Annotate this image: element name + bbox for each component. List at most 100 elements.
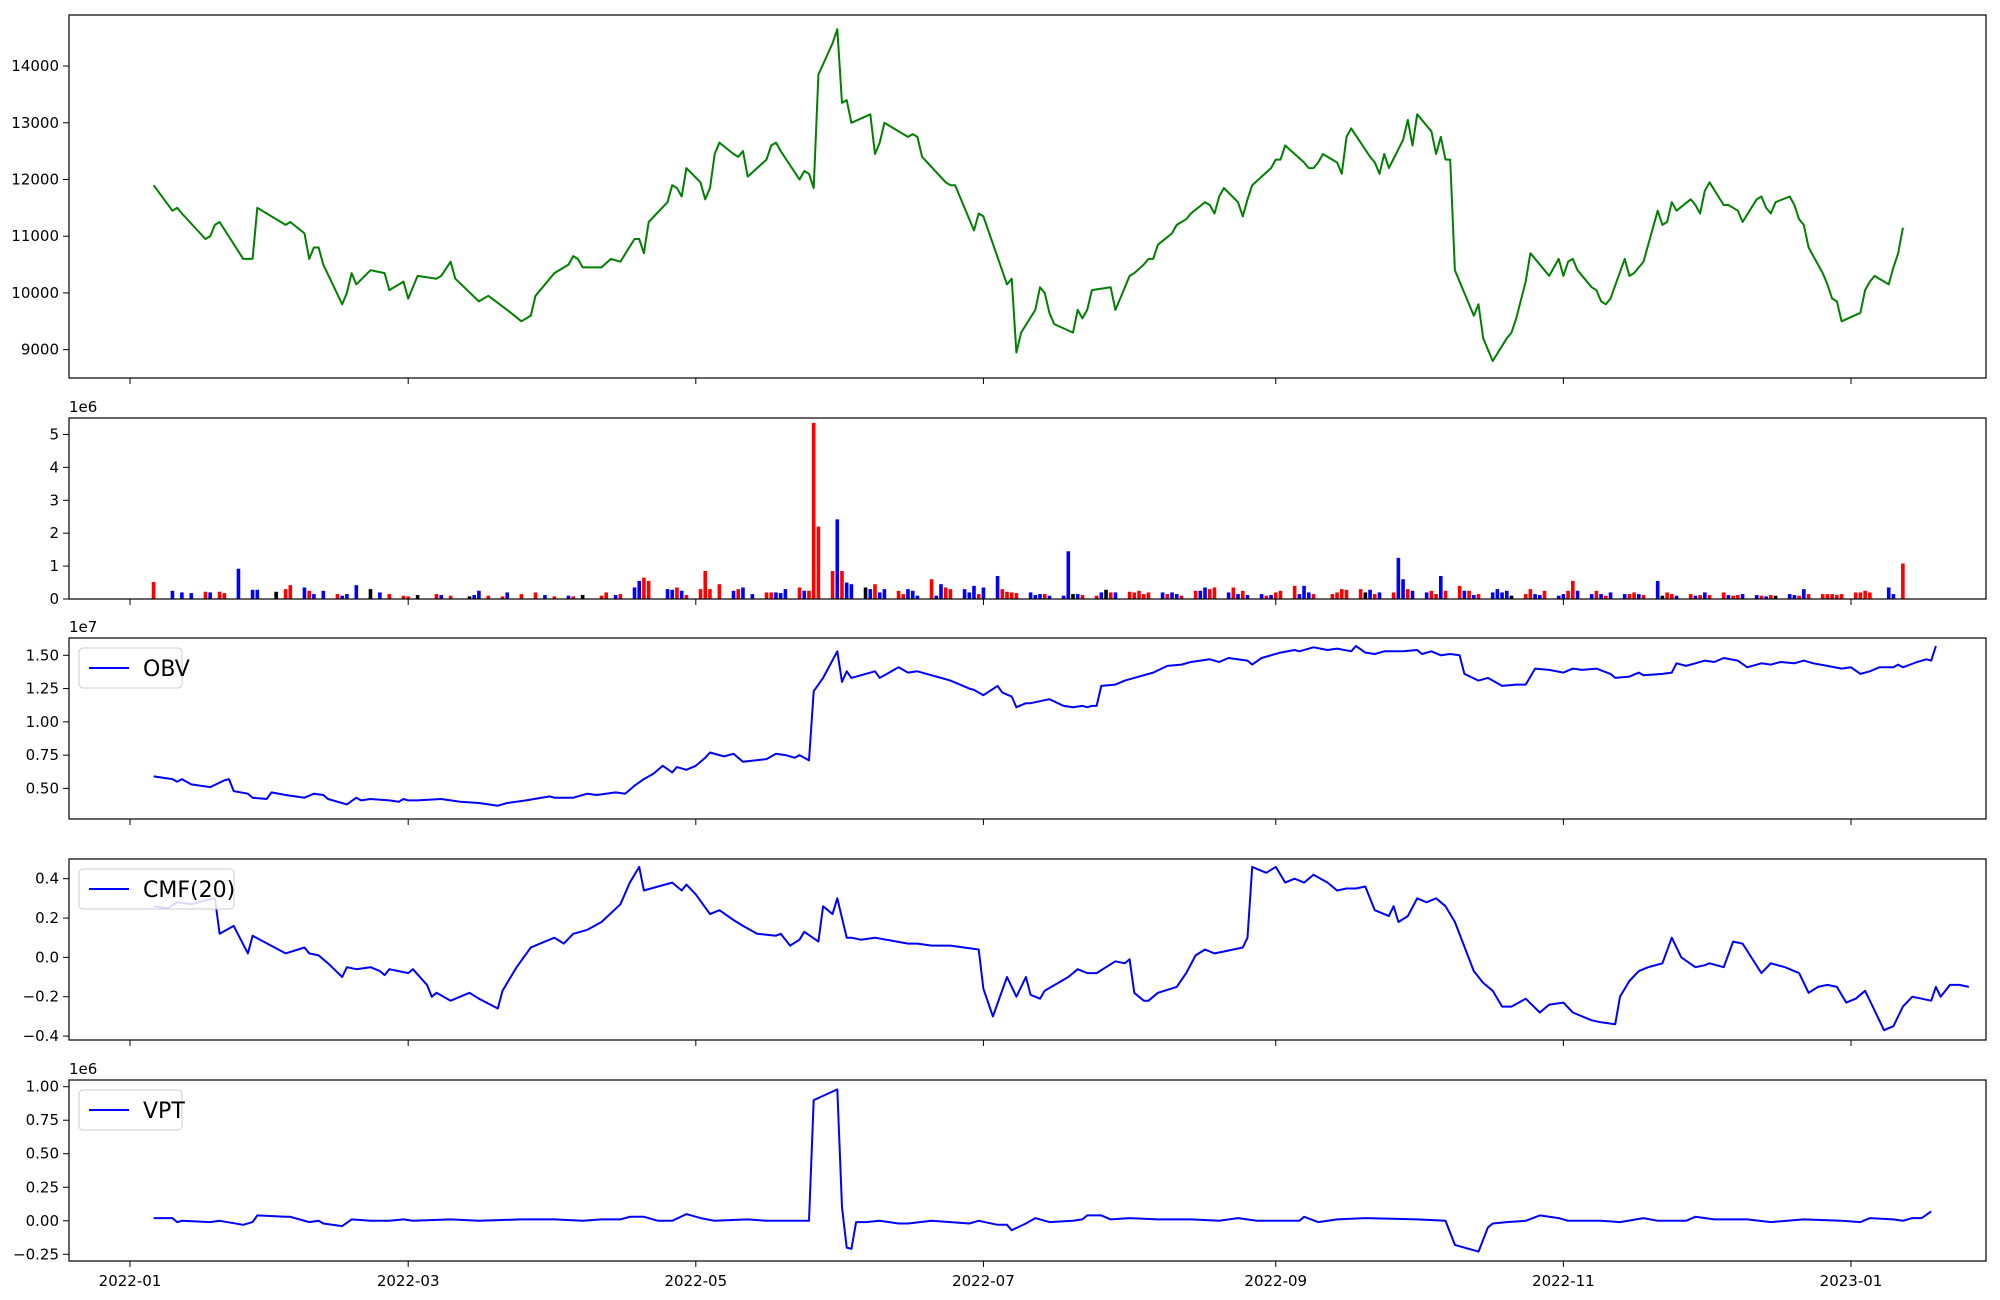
volume-bar: [1410, 590, 1415, 599]
volume-bar: [1523, 594, 1528, 599]
volume-bar: [1193, 590, 1198, 599]
volume-bar: [1339, 589, 1344, 599]
volume-bar: [844, 582, 849, 599]
price-ytick-label: 13000: [11, 114, 59, 132]
volume-bar: [1377, 592, 1382, 599]
volume-bar: [1769, 595, 1773, 599]
volume-bar: [1236, 594, 1240, 599]
volume-panel: 0 1 2 3 4 5 1e6: [49, 398, 1987, 608]
volume-bar: [1754, 595, 1759, 599]
vpt-ytick-label: 0.00: [26, 1212, 59, 1230]
volume-bar: [873, 584, 877, 599]
volume-bar: [1901, 563, 1905, 599]
volume-bar: [849, 584, 854, 599]
price-panel: 9000 10000 11000 12000 13000 14000: [11, 14, 1987, 384]
xtick-label: 2022-01: [99, 1272, 162, 1290]
volume-bar: [816, 526, 821, 599]
obv-panel: 0.50 0.75 1.00 1.25 1.50 1e7 OBV: [26, 618, 1987, 825]
volume-bar: [863, 587, 868, 599]
volume-bar: [1806, 594, 1811, 599]
volume-bar: [1528, 589, 1533, 599]
volume-axes-frame: [68, 417, 1987, 600]
xtick-label: 2022-09: [1244, 1272, 1307, 1290]
volume-bar: [1438, 575, 1443, 599]
volume-bar: [1731, 595, 1735, 599]
volume-bar: [1443, 590, 1448, 599]
cmf-axes-frame: [68, 858, 1987, 1041]
volume-bar: [1306, 592, 1311, 599]
volume-bar: [1405, 589, 1410, 599]
volume-bar: [1363, 592, 1368, 599]
volume-bar: [1599, 594, 1603, 599]
obv-ytick-label: 0.75: [26, 746, 59, 764]
volume-bar: [972, 585, 976, 599]
volume-bar: [378, 592, 382, 599]
volume-bar: [1839, 594, 1844, 599]
volume-bar: [1038, 594, 1042, 599]
volume-bar: [307, 590, 311, 599]
volume-bar: [208, 592, 212, 599]
obv-plot-area: [153, 645, 1937, 807]
volume-bar: [1146, 592, 1151, 599]
volume-bar: [477, 590, 481, 599]
volume-bar: [1141, 594, 1146, 599]
volume-bar: [1014, 593, 1019, 599]
volume-bar: [1292, 585, 1297, 599]
volume-bar: [448, 595, 453, 599]
volume-bar: [1160, 592, 1165, 599]
volume-bar: [434, 594, 439, 599]
volume-bar: [637, 580, 642, 599]
xtick-label: 2022-05: [664, 1272, 727, 1290]
volume-bar: [1538, 595, 1542, 599]
volume-bar: [335, 594, 340, 599]
volume-bar: [340, 595, 344, 599]
volume-bar: [1042, 594, 1047, 599]
volume-bar: [1198, 590, 1203, 599]
volume-bar: [472, 595, 476, 599]
volume-bar: [1726, 595, 1731, 599]
volume-bar: [1627, 594, 1632, 599]
volume-bar: [1797, 595, 1801, 599]
volume-bar: [929, 579, 934, 599]
volume-bar: [807, 590, 811, 599]
volume-bar: [1311, 594, 1316, 599]
volume-bar: [1830, 594, 1834, 599]
volume-bar: [642, 577, 646, 599]
volume-bar: [948, 589, 953, 599]
volume-bar: [1665, 592, 1669, 599]
volume-bar: [1575, 590, 1580, 599]
volume-ytick-label: 3: [49, 491, 59, 509]
volume-bar: [1033, 595, 1038, 599]
volume-bar: [797, 587, 802, 599]
volume-bar: [368, 589, 373, 599]
volume-bar: [1047, 595, 1052, 599]
volume-bar: [1137, 590, 1141, 599]
volume-bar: [613, 595, 618, 599]
volume-bar: [345, 594, 349, 599]
volume-bar: [1703, 592, 1707, 599]
volume-bar: [1561, 594, 1566, 599]
volume-bar: [1297, 594, 1302, 599]
vpt-series-line: [153, 1088, 1932, 1253]
volume-bar: [717, 584, 722, 599]
volume-bar: [910, 590, 915, 599]
volume-bar: [877, 592, 882, 599]
volume-ytick-label: 5: [49, 425, 59, 443]
obv-offset-label: 1e7: [69, 618, 97, 636]
volume-bar: [255, 589, 260, 599]
volume-bar: [180, 592, 184, 599]
volume-bar: [934, 595, 939, 599]
volume-bar: [1571, 580, 1575, 599]
volume-bar: [189, 593, 194, 599]
volume-bar: [1566, 590, 1570, 599]
vpt-legend-label: VPT: [143, 1099, 185, 1124]
volume-bar: [1212, 587, 1217, 599]
volume-bar: [1556, 595, 1561, 599]
volume-bar: [1509, 595, 1514, 599]
cmf-series-line: [153, 865, 1970, 1032]
price-ytick-label: 9000: [21, 341, 59, 359]
volume-bar: [1764, 596, 1768, 599]
volume-bar: [783, 589, 788, 599]
volume-bar: [151, 581, 156, 599]
